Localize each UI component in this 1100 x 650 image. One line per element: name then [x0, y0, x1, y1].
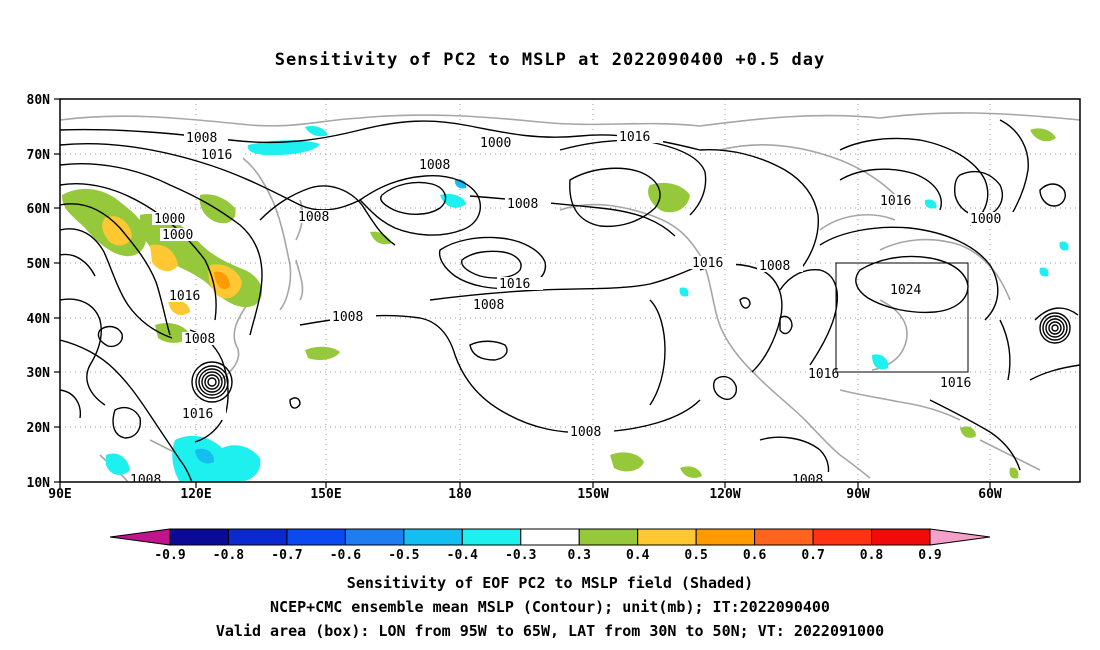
colorbar-labels: -0.9 -0.8 -0.7 -0.6 -0.5 -0.4 -0.3 0.3 0.4 0.5 0.6… — [154, 548, 941, 563]
colorbar-segment — [286, 528, 346, 546]
contour-label: 1008 — [792, 473, 823, 488]
contour-label: 1000 — [162, 228, 193, 243]
contour-label: 1016 — [692, 256, 723, 271]
colorbar-label: -0.8 — [213, 548, 244, 563]
colorbar-segment — [871, 528, 931, 546]
contour-label: 1016 — [619, 130, 650, 145]
contour-label: 1008 — [507, 197, 538, 212]
lat-label: 40N — [27, 312, 51, 327]
valid-area-box — [835, 262, 969, 373]
colorbar: -0.9 -0.8 -0.7 -0.6 -0.5 -0.4 -0.3 0.3 0.4 0.5 0.6… — [109, 528, 991, 563]
chart-title: Sensitivity of PC2 to MSLP at 2022090400… — [274, 50, 826, 70]
lat-label: 20N — [27, 421, 51, 436]
lon-label: 150W — [577, 487, 608, 502]
colorbar-label: 0.4 — [626, 548, 650, 563]
contour-label: 1008 — [570, 425, 601, 440]
contour-label: 1016 — [182, 407, 213, 422]
lat-label: 60N — [27, 202, 51, 217]
caption-contour: NCEP+CMC ensemble mean MSLP (Contour); u… — [270, 598, 830, 616]
contour-label: 1016 — [880, 194, 911, 209]
lon-label: 180 — [448, 487, 472, 502]
longitude-labels: 90E 120E 150E 180 150W 120W 90W 60W — [48, 487, 1002, 502]
colorbar-label: 0.6 — [743, 548, 767, 563]
contour-label: 1000 — [154, 212, 185, 227]
colorbar-label: -0.9 — [154, 548, 185, 563]
contour-label: 1008 — [419, 158, 450, 173]
colorbar-label: 0.5 — [684, 548, 707, 563]
colorbar-segment — [695, 528, 756, 546]
contour-label: 1016 — [169, 289, 200, 304]
colorbar-segments — [169, 528, 931, 546]
contour-label: 1016 — [201, 148, 232, 163]
colorbar-label: 0.9 — [918, 548, 941, 563]
contour-label: 1024 — [890, 283, 921, 298]
colorbar-segment — [403, 528, 463, 546]
colorbar-label: -0.4 — [447, 548, 478, 563]
mslp-contours — [60, 119, 1080, 482]
contour-label: 1016 — [940, 376, 971, 391]
colorbar-label: 0.7 — [801, 548, 824, 563]
lat-label: 30N — [27, 366, 51, 381]
contour-label: 1000 — [970, 212, 1001, 227]
lat-label: 50N — [27, 257, 51, 272]
contour-label: 1008 — [130, 473, 161, 488]
lon-label: 120W — [709, 487, 740, 502]
axis-ticks — [54, 98, 991, 488]
colorbar-label: 0.3 — [567, 548, 590, 563]
colorbar-label: 0.8 — [860, 548, 884, 563]
colorbar-label: -0.6 — [330, 548, 361, 563]
coastlines — [60, 112, 1080, 482]
contour-label: 1008 — [473, 298, 504, 313]
contour-label: 1008 — [298, 210, 329, 225]
contour-label: 1016 — [499, 277, 530, 292]
colorbar-left-arrow — [109, 528, 171, 546]
colorbar-segment — [578, 528, 639, 546]
lon-label: 120E — [180, 487, 211, 502]
colorbar-label: -0.3 — [505, 548, 536, 563]
lon-label: 60W — [978, 487, 1002, 502]
contour-label: 1008 — [184, 332, 215, 347]
contour-label: 1008 — [332, 310, 363, 325]
contour-label: 1016 — [808, 367, 839, 382]
colorbar-segment — [344, 528, 405, 546]
colorbar-segment — [637, 528, 697, 546]
lat-label: 80N — [27, 93, 51, 108]
caption-shading: Sensitivity of EOF PC2 to MSLP field (Sh… — [346, 574, 754, 592]
latitude-labels: 80N 70N 60N 50N 40N 30N 20N 10N — [27, 93, 51, 491]
lon-label: 150E — [310, 487, 341, 502]
colorbar-segment — [461, 528, 522, 546]
colorbar-label: -0.5 — [388, 548, 419, 563]
caption-valid-area: Valid area (box): LON from 95W to 65W, L… — [215, 622, 885, 640]
contour-label: 1008 — [759, 259, 790, 274]
colorbar-segment — [754, 528, 814, 546]
map-frame — [59, 98, 1081, 483]
lat-label: 10N — [27, 476, 51, 491]
contour-labels: 1008 1016 1000 1008 1016 1008 1000 1008 … — [128, 130, 1014, 488]
lon-label: 90E — [48, 487, 71, 502]
colorbar-segment — [169, 528, 229, 546]
colorbar-label: -0.7 — [271, 548, 302, 563]
colorbar-segment — [520, 528, 580, 546]
colorbar-right-arrow — [929, 528, 991, 546]
lat-label: 70N — [27, 148, 51, 163]
colorbar-segment — [227, 528, 288, 546]
colorbar-segment — [812, 528, 873, 546]
contour-label: 1000 — [480, 136, 511, 151]
contour-label: 1008 — [186, 131, 217, 146]
lon-label: 90W — [846, 487, 870, 502]
